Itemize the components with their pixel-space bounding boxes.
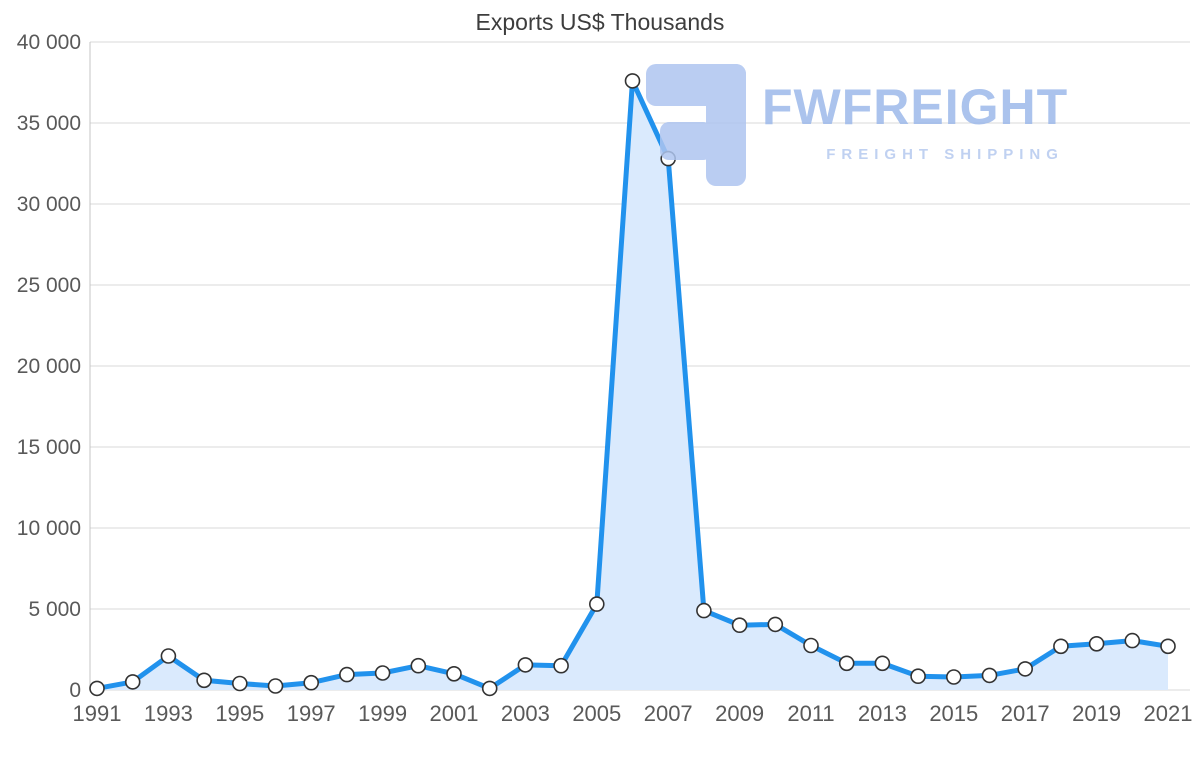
x-tick-label: 2005 xyxy=(572,701,621,726)
y-tick-label: 15 000 xyxy=(17,436,81,459)
data-point-marker[interactable] xyxy=(303,674,320,691)
x-tick-label: 2001 xyxy=(430,701,479,726)
y-tick-label: 0 xyxy=(69,679,81,702)
x-tick-label: 1991 xyxy=(73,701,122,726)
data-point-marker[interactable] xyxy=(339,666,355,683)
data-point-marker[interactable] xyxy=(553,657,569,674)
data-point-marker[interactable] xyxy=(624,73,641,89)
data-point-marker[interactable] xyxy=(874,655,891,672)
data-point-marker[interactable] xyxy=(267,678,284,694)
data-point-marker[interactable] xyxy=(89,680,105,697)
data-point-marker[interactable] xyxy=(1088,635,1105,652)
data-point-marker[interactable] xyxy=(838,655,855,672)
data-point-marker[interactable] xyxy=(232,675,248,692)
data-point-marker[interactable] xyxy=(446,665,462,682)
chart-title: Exports US$ Thousands xyxy=(475,9,725,35)
data-point-marker[interactable] xyxy=(1124,632,1141,649)
x-tick-label: 2021 xyxy=(1144,701,1193,726)
x-tick-label: 2017 xyxy=(1001,701,1050,726)
data-point-marker[interactable] xyxy=(731,617,748,634)
y-tick-label: 10 000 xyxy=(17,517,81,540)
area-fill xyxy=(97,80,1168,690)
y-tick-label: 30 000 xyxy=(17,193,81,216)
data-point-marker[interactable] xyxy=(981,667,998,684)
x-tick-label: 2003 xyxy=(501,701,550,726)
y-tick-label: 5 000 xyxy=(28,598,81,621)
data-point-marker[interactable] xyxy=(481,680,498,697)
x-tick-label: 1997 xyxy=(287,701,336,726)
x-tick-label: 2009 xyxy=(715,701,764,726)
data-point-marker[interactable] xyxy=(374,665,391,681)
x-tick-label: 2019 xyxy=(1072,701,1121,726)
data-point-marker[interactable] xyxy=(517,657,534,673)
data-point-marker[interactable] xyxy=(803,637,819,654)
data-point-marker[interactable] xyxy=(410,657,427,674)
x-tick-label: 1995 xyxy=(215,701,264,726)
data-point-marker[interactable] xyxy=(196,672,212,689)
y-tick-label: 25 000 xyxy=(17,274,81,297)
x-tick-label: 2007 xyxy=(644,701,693,726)
x-tick-label: 1993 xyxy=(144,701,193,726)
y-tick-label: 35 000 xyxy=(17,112,81,135)
data-point-marker[interactable] xyxy=(660,150,677,167)
data-point-marker[interactable] xyxy=(160,648,177,664)
data-point-marker[interactable] xyxy=(1053,638,1069,655)
data-point-marker[interactable] xyxy=(1160,638,1176,655)
x-tick-label: 2015 xyxy=(929,701,978,726)
data-point-marker[interactable] xyxy=(1017,661,1033,677)
data-point-marker[interactable] xyxy=(588,596,605,612)
x-tick-label: 1999 xyxy=(358,701,407,726)
x-tick-label: 2013 xyxy=(858,701,907,726)
y-tick-label: 20 000 xyxy=(17,355,81,378)
x-tick-label: 2011 xyxy=(787,701,834,726)
data-point-marker[interactable] xyxy=(767,616,784,633)
y-tick-label: 40 000 xyxy=(17,31,81,54)
data-point-marker[interactable] xyxy=(910,668,926,685)
data-point-marker[interactable] xyxy=(124,674,141,690)
data-point-marker[interactable] xyxy=(696,602,712,619)
data-point-marker[interactable] xyxy=(945,669,962,685)
